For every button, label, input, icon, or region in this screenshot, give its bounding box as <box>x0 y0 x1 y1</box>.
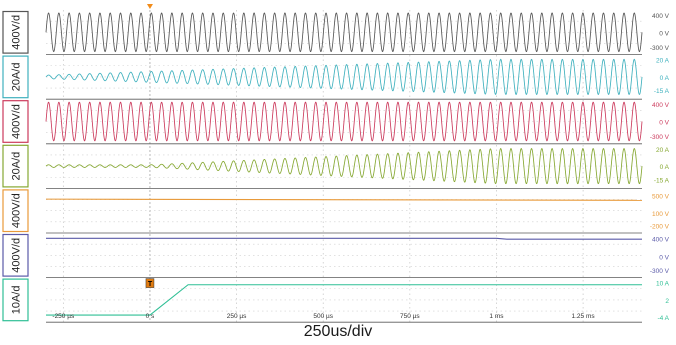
trigger-position-marker <box>146 4 153 9</box>
channel-value-label: 0 A <box>660 164 670 171</box>
channel-scale-box <box>2 278 29 322</box>
trigger-layer: T <box>145 4 155 288</box>
time-tick-label: 750 µs <box>400 313 420 320</box>
channel-value-label: -15 A <box>654 177 670 184</box>
channel-value-label: 0 V <box>659 30 669 37</box>
channel-waveform <box>45 148 643 185</box>
channel-scale-box <box>2 233 29 277</box>
channel-panel-1: 400V/d 400 V 0 V -300 V <box>2 10 670 55</box>
channel-waveform <box>46 237 642 240</box>
channel-panel-3: 400V/d 400 V 0 V -300 V <box>2 100 670 145</box>
channel-waveform <box>45 101 643 142</box>
channel-scale-box <box>2 189 29 233</box>
channel-waveform <box>45 12 643 53</box>
trigger-level-marker <box>145 278 155 288</box>
channel-waveform <box>46 284 642 316</box>
channel-value-label: -200 V <box>650 224 670 231</box>
channel-scale-box <box>2 100 29 143</box>
channel-panel-5: 400V/d 500 V 100 V -200 V <box>2 189 670 234</box>
channel-value-label: 0 V <box>659 254 669 261</box>
channel-waveform <box>45 198 643 201</box>
time-per-division-caption: 250us/div <box>303 323 373 340</box>
channel-value-label: 20 A <box>656 58 670 65</box>
channel-scale-box <box>2 55 29 99</box>
channel-value-label: -300 V <box>650 45 670 52</box>
channel-scale-box <box>2 10 29 54</box>
channel-value-label: 400 V <box>652 236 670 243</box>
time-tick-label: -250 µs <box>52 313 75 320</box>
channel-value-label: -15 A <box>654 88 670 95</box>
time-tick-label: 500 µs <box>313 313 333 320</box>
channel-scale-label: 400V/d <box>11 15 23 50</box>
channel-panel-6: 400V/d 400 V 0 V -300 V <box>2 233 670 279</box>
time-axis: -250 µs 0 s 250 µs 500 µs 750 µs 1 ms 1.25 ms <box>52 313 595 320</box>
channel-value-label: -4 A <box>657 315 669 322</box>
channel-panel-4: 20A/d 20 A 0 A -15 A <box>2 144 670 189</box>
channel-scale-label: 10A/d <box>11 286 23 315</box>
time-tick-label: 0 s <box>146 313 155 320</box>
channel-value-label: 2 <box>665 298 669 305</box>
channel-value-label: -300 V <box>650 134 670 141</box>
channel-scale-label: 400V/d <box>11 104 23 139</box>
channel-value-label: 10 A <box>656 281 670 288</box>
channel-value-label: 400 V <box>652 13 670 20</box>
time-tick-label: 1 ms <box>489 313 504 320</box>
channel-value-label: 0 A <box>660 75 670 82</box>
channel-value-label: 100 V <box>652 211 670 218</box>
channel-value-label: -300 V <box>650 268 670 275</box>
trigger-marker-label: T <box>148 281 153 288</box>
time-tick-label: 250 µs <box>227 313 247 320</box>
channel-scale-label: 20A/d <box>11 63 23 92</box>
channel-value-label: 500 V <box>652 194 670 201</box>
time-tick-label: 1.25 ms <box>572 313 596 320</box>
channel-value-label: 0 V <box>659 120 669 127</box>
channel-panel-7: 10A/d 10 A 2 -4 A <box>2 278 670 323</box>
channel-panel-2: 20A/d 20 A 0 A -15 A <box>2 55 670 100</box>
channel-scale-label: 400V/d <box>11 193 23 228</box>
channel-value-label: 20 A <box>656 147 670 154</box>
channel-scale-label: 400V/d <box>11 238 23 273</box>
channel-scale-label: 20A/d <box>11 152 23 181</box>
channel-scale-box <box>2 144 29 188</box>
channel-waveform <box>45 58 643 96</box>
channel-value-label: 400 V <box>652 102 670 109</box>
